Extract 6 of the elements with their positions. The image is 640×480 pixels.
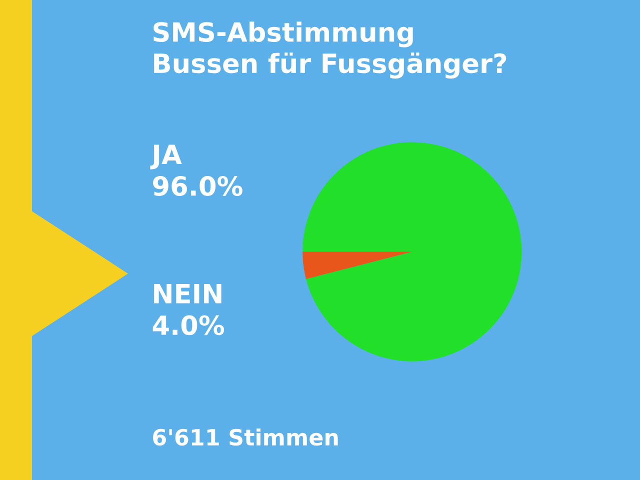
data-label: 96.0% bbox=[153, 176, 242, 196]
slice-label: NEIN bbox=[154, 284, 222, 304]
data-label: 4.0% bbox=[152, 315, 224, 336]
chart-title: SMS-Abstimmung Bussen für Fussgänger? bbox=[154, 22, 506, 79]
text: 6'611 Stimmen bbox=[153, 428, 338, 446]
slice-label: JA bbox=[150, 144, 182, 170]
